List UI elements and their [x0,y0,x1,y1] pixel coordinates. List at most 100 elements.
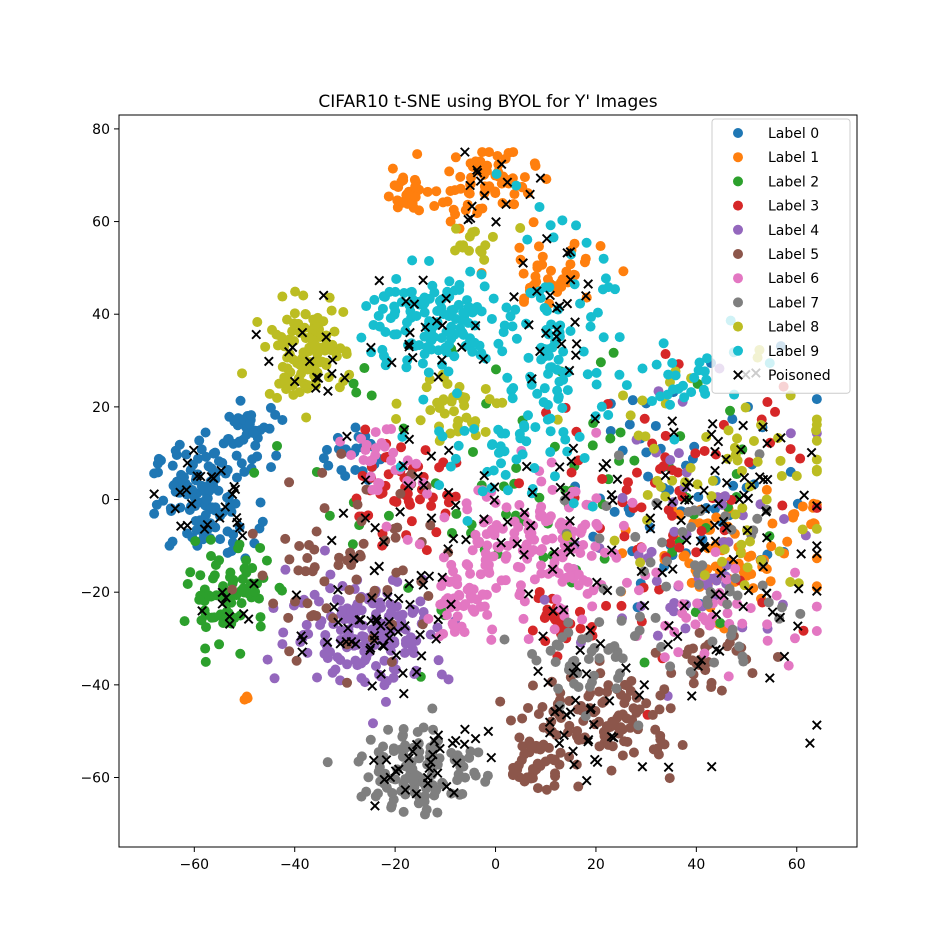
data-point [730,509,741,520]
data-point [606,765,617,776]
data-point [619,736,630,747]
data-point [329,326,340,337]
data-point [231,472,242,483]
data-point [433,345,444,356]
data-point [311,380,322,391]
data-point [686,521,697,532]
data-point [326,305,337,316]
data-point [557,403,568,414]
data-point [250,586,261,597]
data-point [497,397,508,408]
poisoned-marker [637,761,648,772]
poisoned-marker [743,585,754,596]
data-point [785,428,796,439]
data-point [517,713,528,724]
chart-title: CIFAR10 t-SNE using BYOL for Y' Images [318,92,657,112]
poisoned-marker [433,730,444,741]
data-point [422,342,433,353]
data-point [640,431,651,442]
data-point [431,527,442,538]
data-point [536,476,547,487]
data-point [593,716,604,727]
poisoned-marker [713,498,724,509]
data-point [179,616,190,627]
data-point [488,524,499,535]
data-point [594,741,605,752]
data-point [383,510,394,521]
data-point [591,367,602,378]
poisoned-marker [229,481,239,492]
data-point [811,464,822,475]
data-point [579,452,590,463]
data-point [369,585,380,596]
data-point [280,533,291,544]
data-point [482,540,493,551]
data-point [588,585,599,596]
legend-marker [733,128,743,138]
data-point [210,560,221,571]
poisoned-marker [379,774,390,785]
poisoned-marker [321,332,332,343]
data-point [453,769,464,780]
data-point [361,786,372,797]
poisoned-marker [585,704,596,715]
data-point [365,734,376,745]
data-point [201,451,212,462]
data-point [564,571,575,582]
poisoned-marker [411,739,422,750]
data-point [479,601,490,612]
poisoned-marker [404,578,415,589]
data-point [432,306,443,317]
data-point [572,726,583,737]
poisoned-marker [606,545,617,556]
poisoned-marker [395,506,405,517]
data-point [294,387,305,398]
data-point [477,486,488,497]
data-point [217,457,228,468]
poisoned-marker [437,320,448,331]
poisoned-marker [355,614,366,625]
legend-marker [733,370,743,380]
poisoned-marker [175,487,185,498]
data-point [225,567,236,578]
poisoned-marker [479,190,490,201]
data-point [233,543,244,554]
data-point [551,594,562,605]
data-point [307,566,318,577]
data-point [678,551,689,562]
poisoned-marker [426,451,437,462]
poisoned-marker [742,525,753,536]
data-point [762,397,773,408]
poisoned-marker [433,614,444,625]
data-point [785,576,796,587]
data-point [706,682,717,693]
poisoned-marker [418,275,429,286]
data-point [628,747,639,758]
data-point [659,652,670,663]
data-point [237,574,248,585]
data-point [776,602,787,613]
data-point [461,412,472,423]
data-point [484,567,495,578]
data-point [665,399,676,410]
data-point [553,640,564,651]
poisoned-marker [393,626,403,637]
poisoned-marker [326,535,337,546]
data-point [497,523,508,534]
data-point [283,376,294,387]
data-point [434,296,445,307]
data-point [496,575,507,586]
poisoned-marker [684,477,695,488]
data-point [505,715,516,726]
data-point [454,789,465,800]
poisoned-marker [491,216,501,227]
data-point [487,231,498,242]
data-point [464,188,475,199]
poisoned-marker [217,587,228,598]
data-point [493,338,504,349]
data-point [356,605,367,616]
data-point [573,569,584,580]
data-point [595,357,606,368]
data-point [257,570,268,581]
data-point [380,696,391,707]
